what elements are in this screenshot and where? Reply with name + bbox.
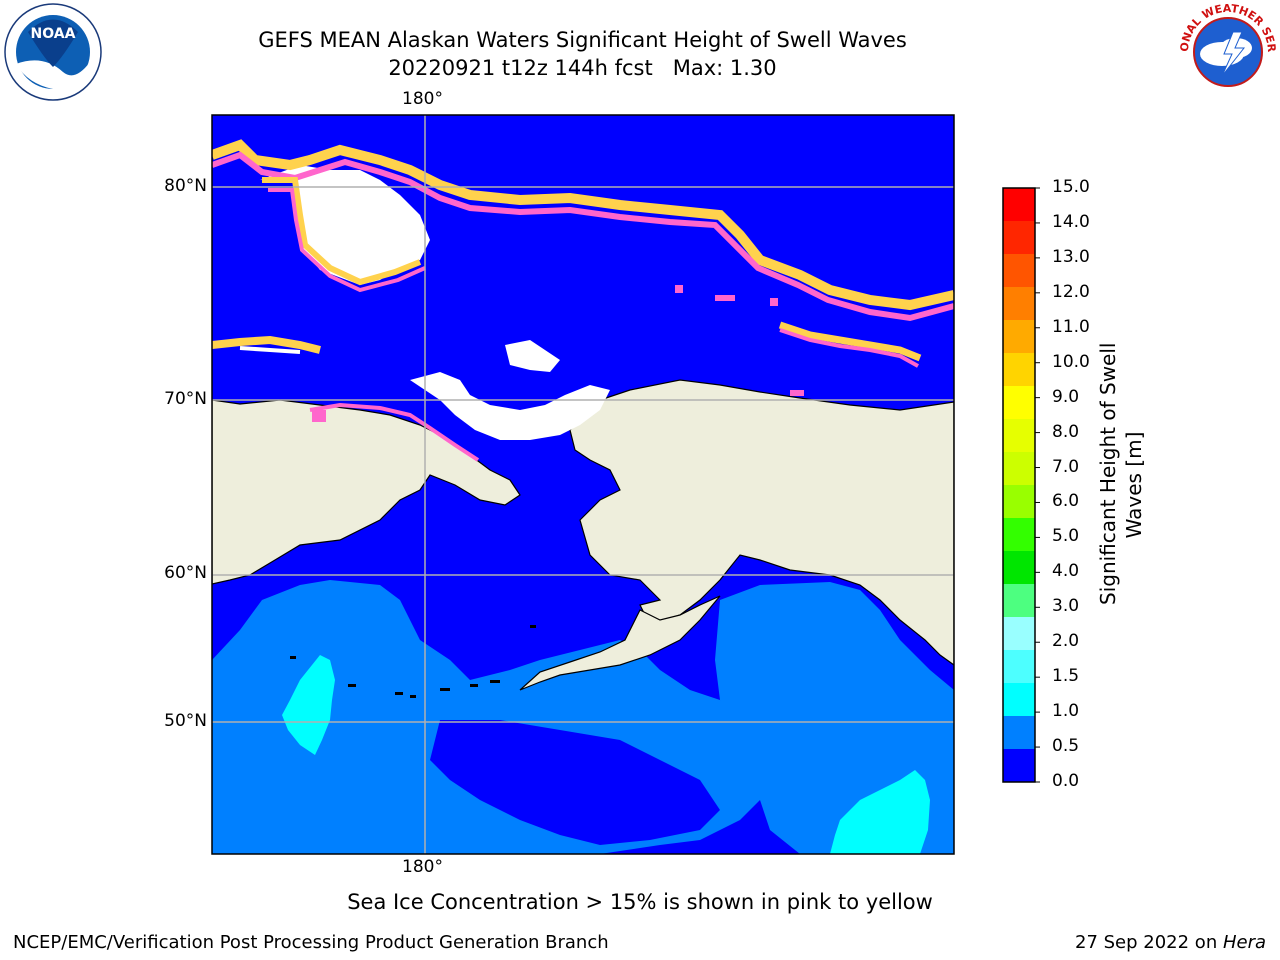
swell-region-cyan-west (282, 655, 335, 755)
colorbar-title: Significant Height of Swell Waves [m] (1095, 342, 1155, 605)
title-line-2: 20220921 t12z 144h fcst Max: 1.30 (388, 56, 777, 80)
credit-host: Hera (1222, 932, 1266, 953)
sea-ice-white-chukchi (410, 372, 610, 440)
colorbar-tick-label: 9.0 (1052, 386, 1080, 407)
lat-label-70n: 70°N (164, 389, 207, 409)
title-line-1: GEFS MEAN Alaskan Waters Significant Hei… (258, 28, 907, 52)
colorbar-segment (1003, 287, 1035, 321)
land-alaska (569, 379, 954, 666)
colorbar-tick-label: 1.5 (1052, 666, 1080, 687)
colorbar-segment (1003, 551, 1035, 585)
sea-ice-footnote: Sea Ice Concentration > 15% is shown in … (347, 890, 933, 914)
sea-ice-white-patches (505, 340, 560, 372)
colorbar-tick-label: 14.0 (1052, 211, 1090, 232)
colorbar-tick-label: 11.0 (1052, 316, 1090, 337)
colorbar-title-line-1: Significant Height of Swell (1096, 342, 1120, 605)
swell-region-cyan-east (830, 770, 930, 854)
sea-ice-edge-inner-pink (268, 188, 426, 293)
lon-label-bottom: 180° (402, 857, 443, 877)
colorbar-segment (1003, 617, 1035, 651)
colorbar-tick-label: 8.0 (1052, 421, 1080, 442)
colorbar-tick-label: 5.0 (1052, 526, 1080, 547)
colorbar-segment (1003, 353, 1035, 387)
colorbar-segment (1003, 518, 1035, 552)
sea-ice-pink-patches (312, 285, 804, 422)
colorbar-segment (1003, 419, 1035, 453)
noaa-logo: NOAA (4, 3, 102, 101)
colorbar-segment (1003, 221, 1035, 255)
lat-label-80n: 80°N (164, 176, 207, 196)
colorbar-title-line-2: Waves [m] (1122, 431, 1146, 539)
land-alaska-peninsula (519, 595, 721, 691)
colorbar-segment (1003, 452, 1035, 486)
colorbar-tick-label: 13.0 (1052, 246, 1090, 267)
colorbar-segment (1003, 320, 1035, 354)
colorbar-tick-label: 7.0 (1052, 456, 1080, 477)
colorbar-segment (1003, 254, 1035, 288)
credit-date: 27 Sep 2022 on Hera (1075, 932, 1266, 953)
colorbar-segment (1003, 386, 1035, 420)
land-chukotka (212, 399, 521, 585)
colorbar-title-wrap: Significant Height of Swell Waves [m] (1005, 343, 1245, 605)
swell-patch-low-south (430, 720, 720, 845)
map-frame (211, 114, 955, 855)
colorbar-segment (1003, 188, 1035, 222)
sea-ice-strip-west (212, 335, 321, 354)
sea-ice-strip-west-white (239, 346, 301, 354)
credit-branch: NCEP/EMC/Verification Post Processing Pr… (13, 932, 609, 953)
colorbar-segment (1003, 650, 1035, 684)
colorbar-tick-label: 0.0 (1052, 771, 1080, 791)
colorbar-frame (1002, 187, 1036, 783)
lat-label-60n: 60°N (164, 563, 207, 583)
chart-title: GEFS MEAN Alaskan Waters Significant Hei… (0, 26, 1165, 82)
colorbar-tick-label: 6.0 (1052, 491, 1080, 512)
sea-ice-beaufort-pink (779, 328, 919, 368)
colorbar-tick-label: 1.0 (1052, 701, 1080, 722)
sea-ice-edge-pink (212, 151, 954, 322)
sea-ice-edge-yellow (212, 139, 954, 311)
colorbar-segment (1003, 485, 1035, 519)
colorbar-segment (1003, 584, 1035, 618)
colorbar-tick-label: 15.0 (1052, 177, 1090, 197)
lat-label-50n: 50°N (164, 711, 207, 731)
colorbar-segment (1003, 749, 1035, 783)
sea-ice-coast-pink (309, 402, 480, 462)
colorbar-tick-label: 0.5 (1052, 736, 1080, 757)
lon-label-top: 180° (402, 89, 443, 109)
sea-ice-white-arctic (260, 165, 430, 285)
sea-ice-edge-inner-yellow (262, 177, 422, 286)
colorbar-segment (1003, 716, 1035, 750)
colorbar-tick-label: 3.0 (1052, 596, 1080, 617)
sea-ice-beaufort-yellow (778, 321, 922, 362)
credit-date-text: 27 Sep 2022 on (1075, 932, 1223, 953)
aleutian-islands (290, 625, 536, 698)
colorbar-tick-label: 12.0 (1052, 281, 1090, 302)
colorbar-tick-label: 2.0 (1052, 631, 1080, 652)
gridlines (212, 115, 954, 854)
noaa-logo-text: NOAA (31, 26, 76, 42)
colorbar (1002, 187, 1040, 783)
colorbar-tick-label: 4.0 (1052, 561, 1080, 582)
colorbar-segment (1003, 683, 1035, 717)
nws-logo: NATIONAL WEATHER SERVICE (1178, 2, 1278, 100)
colorbar-tick-label: 10.0 (1052, 351, 1090, 372)
